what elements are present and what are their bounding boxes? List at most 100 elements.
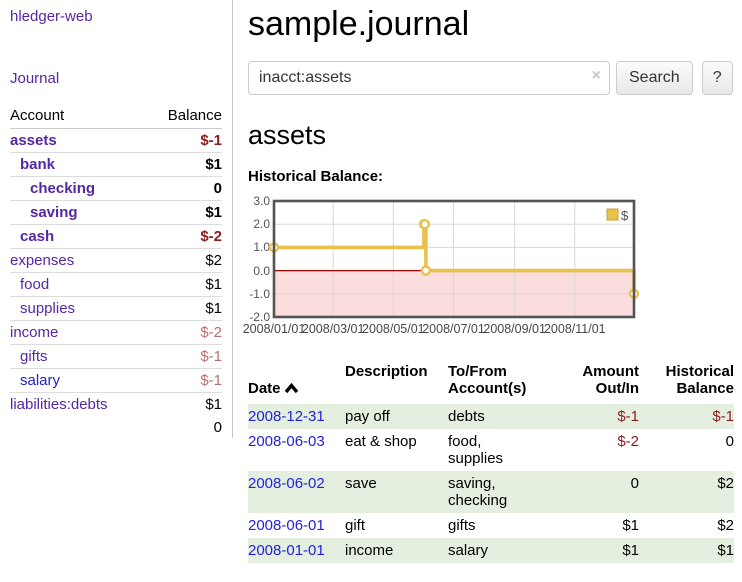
description-cell: save xyxy=(345,475,377,493)
sidebar-account-supplies[interactable]: supplies xyxy=(20,300,76,317)
help-button[interactable]: ? xyxy=(701,61,733,96)
transaction-date-link[interactable]: 2008-06-03 xyxy=(248,433,325,451)
x-tick-label: 2008/07/01 xyxy=(422,322,485,337)
sidebar-account-checking[interactable]: checking xyxy=(30,180,96,197)
date-cell: 2008-06-02 xyxy=(248,471,345,513)
amount-cell: 0 xyxy=(630,475,639,493)
account-balance: $1 xyxy=(146,272,222,297)
journal-link[interactable]: Journal xyxy=(10,70,60,87)
account-row: bank $1 xyxy=(10,152,222,177)
sidebar-account-liabilities-debts[interactable]: liabilities:debts xyxy=(10,396,108,413)
sidebar-account-bank[interactable]: bank xyxy=(20,156,56,173)
sidebar-account-cash[interactable]: cash xyxy=(20,228,55,245)
app-title: hledger-web xyxy=(10,8,222,26)
account-row: gifts $-1 xyxy=(10,344,222,369)
chart-svg: $ xyxy=(268,199,640,319)
header-balance: Historical Balance xyxy=(665,363,734,398)
table-row: 2008-01-01 income salary $1 $1 xyxy=(248,538,734,564)
main-content: sample.journal × Search ? assets Histori… xyxy=(243,0,742,564)
account-name-cell: gifts xyxy=(10,344,147,369)
legend-label: $ xyxy=(621,208,629,223)
search-input[interactable] xyxy=(248,61,610,96)
date-cell: 2008-06-03 xyxy=(248,429,345,471)
sidebar-account-gifts[interactable]: gifts xyxy=(20,348,48,365)
amount-cell: $1 xyxy=(622,542,639,560)
table-row: 2008-12-31 pay off debts $-1 $-1 xyxy=(248,404,734,430)
account-row: liabilities:debts $1 xyxy=(10,392,222,416)
legend-swatch xyxy=(606,208,619,221)
date-cell: 2008-06-01 xyxy=(248,513,345,538)
account-name-cell: liabilities:debts xyxy=(10,392,147,416)
transaction-date-link[interactable]: 2008-06-01 xyxy=(248,517,325,535)
sidebar-account-expenses[interactable]: expenses xyxy=(10,252,75,269)
accounts-total-row: 0 xyxy=(10,416,222,439)
plot-border xyxy=(272,199,636,319)
account-name-cell: income xyxy=(10,320,147,345)
sidebar-account-saving[interactable]: saving xyxy=(30,204,78,221)
header-date[interactable]: Date xyxy=(248,361,345,404)
x-tick-label: 2008/01/01 xyxy=(242,322,306,337)
account-balance: $1 xyxy=(146,392,222,416)
sidebar-account-income[interactable]: income xyxy=(10,324,59,341)
amount-cell: $1 xyxy=(622,517,639,535)
nav-journal: Journal xyxy=(10,70,222,88)
description-cell: eat & shop xyxy=(345,433,417,451)
description-cell: income xyxy=(345,542,394,560)
x-tick-label: 2008/09/01 xyxy=(483,322,546,337)
account-name-cell: food xyxy=(10,272,147,297)
account-balance: $-2 xyxy=(146,224,222,249)
account-name-cell: assets xyxy=(10,129,146,153)
account-row: income $-2 xyxy=(10,320,222,345)
search-button[interactable]: Search xyxy=(616,61,693,96)
account-name-cell: cash xyxy=(10,224,147,249)
balance-chart: 3.0 2.0 1.0 0.0 -1.0 -2.0 $ 2008/01/01 2008/03… xyxy=(243,194,742,341)
sort-asc-icon xyxy=(284,382,298,394)
header-description: Description xyxy=(345,363,428,381)
register-table: Date Description To/From Account(s) Amou… xyxy=(248,361,734,564)
y-tick-label: -2.0 xyxy=(249,310,270,325)
sidebar-account-salary[interactable]: salary xyxy=(20,372,61,389)
transaction-date-link[interactable]: 2008-01-01 xyxy=(248,542,325,560)
x-tick-label: 2008/11/01 xyxy=(543,322,606,337)
account-row: cash $-2 xyxy=(10,224,222,249)
accounts-cell: salary xyxy=(448,542,489,560)
sidebar-account-assets[interactable]: assets xyxy=(10,132,57,149)
table-row: 2008-06-02 save saving, checking 0 $2 xyxy=(248,471,734,514)
description-cell: gift xyxy=(345,517,366,535)
account-balance: $2 xyxy=(146,248,222,273)
header-accounts: To/From Account(s) xyxy=(448,363,527,398)
account-name-cell: checking xyxy=(10,176,147,201)
transaction-date-link[interactable]: 2008-06-02 xyxy=(248,475,325,493)
accounts-table: Account Balance assets $-1 bank $1 checking 0… xyxy=(10,105,222,439)
clear-search-icon[interactable]: × xyxy=(591,67,601,85)
table-row: 2008-06-03 eat & shop food, supplies $-2 0 xyxy=(248,429,734,471)
y-tick-label: 3.0 xyxy=(253,194,270,209)
accounts-header-account: Account xyxy=(10,105,147,129)
y-tick-label: 1.0 xyxy=(253,240,270,255)
amount-cell: $-1 xyxy=(617,408,639,426)
account-name-cell: bank xyxy=(10,152,147,177)
account-balance: $1 xyxy=(146,296,222,321)
spacer xyxy=(10,416,146,439)
account-heading: assets xyxy=(248,120,327,151)
chart-title: Historical Balance: xyxy=(248,168,384,186)
account-balance: $-1 xyxy=(146,368,222,393)
account-balance: $-2 xyxy=(146,320,222,345)
balance-cell: 0 xyxy=(725,433,734,451)
balance-cell: $2 xyxy=(717,517,734,535)
accounts-header-balance: Balance xyxy=(146,105,222,129)
date-cell: 2008-12-31 xyxy=(248,404,345,429)
account-name-cell: saving xyxy=(10,200,147,225)
table-row: 2008-06-01 gift gifts $1 $2 xyxy=(248,513,734,538)
accounts-cell: gifts xyxy=(448,517,476,535)
account-balance: $1 xyxy=(146,200,222,225)
transaction-date-link[interactable]: 2008-12-31 xyxy=(248,408,325,426)
search-input-wrap: × xyxy=(248,61,610,96)
app-title-link[interactable]: hledger-web xyxy=(10,8,93,25)
account-name-cell: supplies xyxy=(10,296,147,321)
account-row: checking 0 xyxy=(10,176,222,201)
account-row: food $1 xyxy=(10,272,222,297)
chart-plot: $ xyxy=(268,199,640,319)
sidebar-account-food[interactable]: food xyxy=(20,276,50,293)
balance-cell: $2 xyxy=(717,475,734,493)
